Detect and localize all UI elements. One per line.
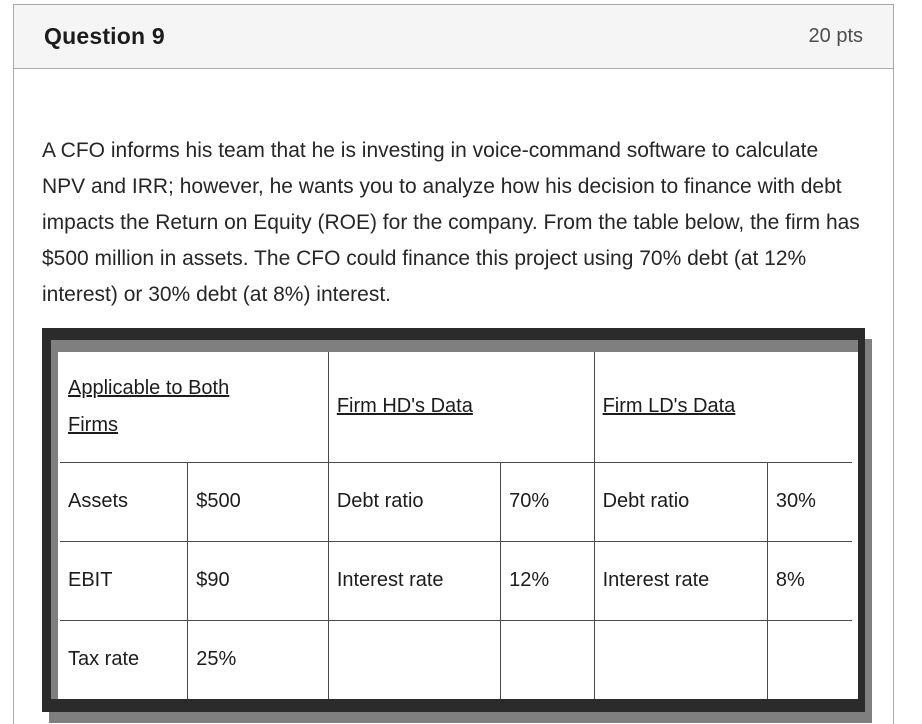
question-text: A CFO informs his team that he is invest… bbox=[42, 139, 860, 306]
firm-data-table: Applicable to Both Firms Firm HD's Data … bbox=[59, 351, 853, 700]
table-cell bbox=[500, 619, 595, 700]
table-cell: EBIT bbox=[59, 540, 189, 621]
table-row: Assets $500 Debt ratio 70% Debt ratio 30… bbox=[59, 461, 853, 542]
data-table-frame: Applicable to Both Firms Firm HD's Data … bbox=[42, 328, 865, 712]
question-header: Question 9 20 pts bbox=[14, 5, 893, 69]
table-row: EBIT $90 Interest rate 12% Interest rate… bbox=[59, 540, 853, 621]
table-cell: 70% bbox=[500, 461, 595, 542]
table-header-cell: Firm LD's Data bbox=[593, 351, 853, 463]
table-cell: Interest rate bbox=[593, 540, 768, 621]
table-row: Tax rate 25% bbox=[59, 619, 853, 700]
table-cell: 25% bbox=[187, 619, 329, 700]
question-card: Question 9 20 pts A CFO informs his team… bbox=[13, 4, 894, 724]
table-header-row: Applicable to Both Firms Firm HD's Data … bbox=[59, 351, 853, 463]
table-cell bbox=[766, 619, 853, 700]
table-cell: $90 bbox=[187, 540, 329, 621]
question-body: A CFO informs his team that he is invest… bbox=[14, 69, 893, 717]
table-cell: Tax rate bbox=[59, 619, 189, 700]
table-cell: 30% bbox=[766, 461, 853, 542]
table-cell bbox=[593, 619, 768, 700]
table-cell: Debt ratio bbox=[593, 461, 768, 542]
table-cell: Interest rate bbox=[327, 540, 502, 621]
table-cell: Assets bbox=[59, 461, 189, 542]
question-points: 20 pts bbox=[808, 25, 863, 47]
table-cell: Debt ratio bbox=[327, 461, 502, 542]
table-header-cell: Firm HD's Data bbox=[327, 351, 595, 463]
question-title: Question 9 bbox=[44, 23, 165, 49]
table-cell bbox=[327, 619, 502, 700]
header-firm-hd: Firm HD's Data bbox=[336, 395, 473, 418]
table-cell: 12% bbox=[500, 540, 595, 621]
table-cell: $500 bbox=[187, 461, 329, 542]
table-header-cell: Applicable to Both Firms bbox=[59, 351, 329, 463]
table-cell: 8% bbox=[766, 540, 853, 621]
header-applicable-both: Applicable to Both Firms bbox=[68, 376, 230, 436]
header-firm-ld: Firm LD's Data bbox=[602, 395, 736, 418]
